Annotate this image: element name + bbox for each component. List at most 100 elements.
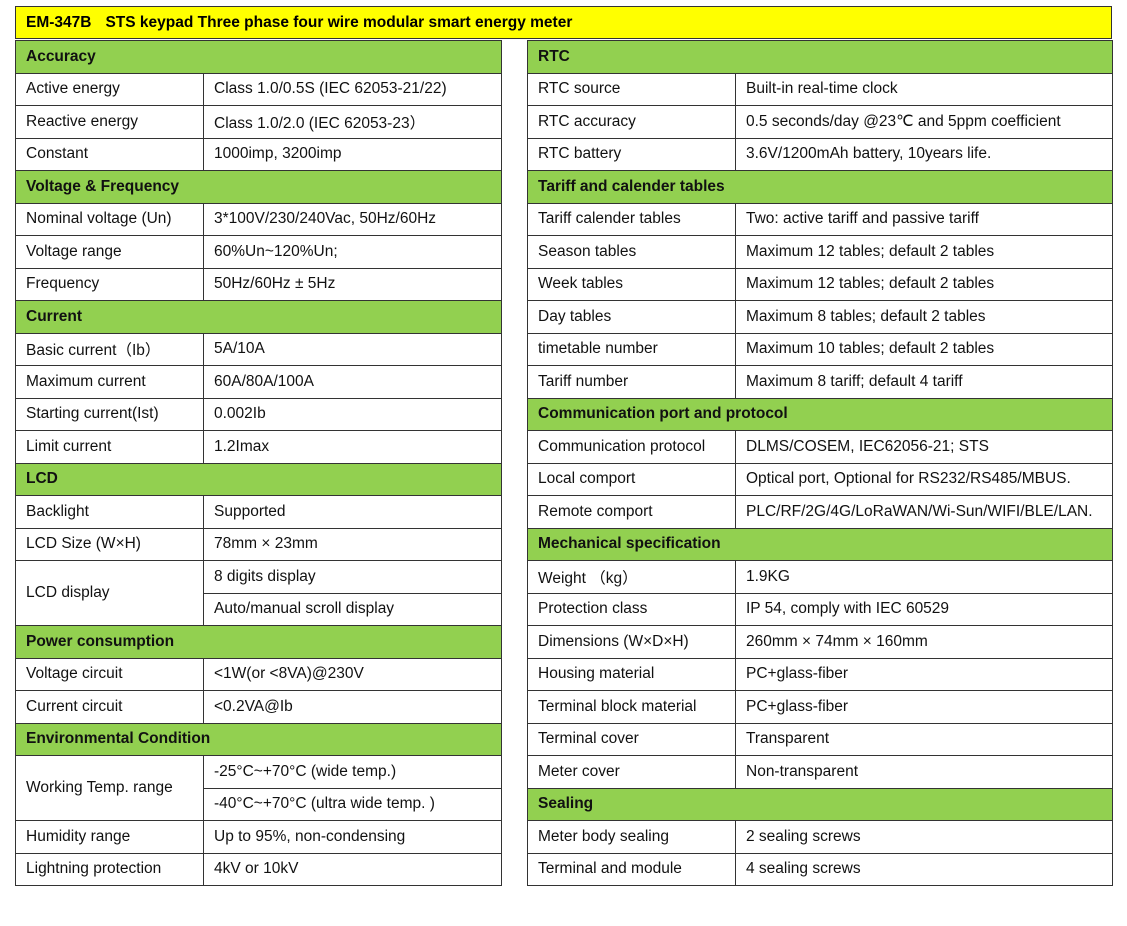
section-row: Tariff and calender tables [527,170,1113,204]
left-spec-table: Accuracy Active energy Class 1.0/0.5S (IEC… [15,40,502,886]
spec-value: PC+glass-fiber [735,690,1113,724]
spec-value: 8 digits display [203,560,502,594]
spec-value: Maximum 12 tables; default 2 tables [735,267,1113,301]
spec-value: 60A/80A/100A [203,365,502,399]
spec-row: Limit current 1.2Imax [15,430,502,464]
spec-label: Current circuit [15,690,204,724]
spec-label: LCD display [15,560,204,626]
spec-row: RTC source Built-in real-time clock [527,72,1113,106]
section-row: Communication port and protocol [527,397,1113,431]
spec-value: 1.2Imax [203,430,502,464]
section-header: Communication port and protocol [527,397,1113,431]
spec-value: Auto/manual scroll display [203,592,502,626]
spec-label: Starting current(Ist) [15,397,204,431]
spec-value: 1.9KG [735,560,1113,594]
spec-label: Constant [15,137,204,171]
spec-row: Constant 1000imp, 3200imp [15,137,502,171]
spec-label: Terminal and module [527,852,736,886]
spec-row: Dimensions (W×D×H) 260mm × 74mm × 160mm [527,625,1113,659]
spec-value: 4 sealing screws [735,852,1113,886]
spec-value: <0.2VA@Ib [203,690,502,724]
spec-value: Two: active tariff and passive tariff [735,202,1113,236]
spec-value: -25°C~+70°C (wide temp.) [203,755,502,789]
section-header: LCD [15,462,502,496]
spec-row: Meter body sealing 2 sealing screws [527,820,1113,854]
spec-value: 3*100V/230/240Vac, 50Hz/60Hz [203,202,502,236]
spec-label: LCD Size (W×H) [15,527,204,561]
spec-row: Tariff number Maximum 8 tariff; default 4… [527,365,1113,399]
spec-label: Meter cover [527,755,736,789]
spec-value: DLMS/COSEM, IEC62056-21; STS [735,430,1113,464]
spec-label: Terminal block material [527,690,736,724]
spec-label: Housing material [527,657,736,691]
spec-label: Lightning protection [15,852,204,886]
section-header: Environmental Condition [15,722,502,756]
spec-label: Weight （kg） [527,560,736,594]
spec-label: Meter body sealing [527,820,736,854]
spec-row: Local comport Optical port, Optional for … [527,462,1113,496]
spec-label: Voltage range [15,235,204,269]
spec-value: 0.002Ib [203,397,502,431]
spec-value: Class 1.0/0.5S (IEC 62053-21/22) [203,72,502,106]
spec-value: <1W(or <8VA)@230V [203,657,502,691]
spec-row: Meter cover Non-transparent [527,755,1113,789]
section-row: Accuracy [15,40,502,74]
spec-row: RTC accuracy 0.5 seconds/day @23℃ and 5pp… [527,105,1113,139]
spec-label: Tariff number [527,365,736,399]
section-row: Environmental Condition [15,722,502,756]
spec-row: Humidity range Up to 95%, non-condensing [15,820,502,854]
spec-row: Communication protocol DLMS/COSEM, IEC620… [527,430,1113,464]
spec-label: Protection class [527,592,736,626]
spec-row: LCD Size (W×H) 78mm × 23mm [15,527,502,561]
spec-label: RTC source [527,72,736,106]
spec-row: Nominal voltage (Un) 3*100V/230/240Vac, 5… [15,202,502,236]
spec-value: -40°C~+70°C (ultra wide temp. ) [203,787,502,821]
spec-value: Non-transparent [735,755,1113,789]
spec-row: Active energy Class 1.0/0.5S (IEC 62053-2… [15,72,502,106]
spec-label: Day tables [527,300,736,334]
spec-label: Week tables [527,267,736,301]
spec-label: Working Temp. range [15,755,204,821]
spec-value: PC+glass-fiber [735,657,1113,691]
section-header: Tariff and calender tables [527,170,1113,204]
section-header: Voltage & Frequency [15,170,502,204]
spec-value: 50Hz/60Hz ± 5Hz [203,267,502,301]
spec-label: Humidity range [15,820,204,854]
spec-row: Protection class IP 54, comply with IEC 6… [527,592,1113,626]
spec-value: Up to 95%, non-condensing [203,820,502,854]
spec-row: Remote comport PLC/RF/2G/4G/LoRaWAN/Wi-Su… [527,495,1113,529]
spec-label: Tariff calender tables [527,202,736,236]
spec-value: 4kV or 10kV [203,852,502,886]
spec-row: Working Temp. range -25°C~+70°C (wide tem… [15,755,502,821]
spec-label: Limit current [15,430,204,464]
spec-title-bar: EM-347B STS keypad Three phase four wire … [15,6,1112,39]
spec-row: Terminal block material PC+glass-fiber [527,690,1113,724]
spec-value: 78mm × 23mm [203,527,502,561]
spec-value: Maximum 8 tariff; default 4 tariff [735,365,1113,399]
spec-row: Frequency 50Hz/60Hz ± 5Hz [15,267,502,301]
section-row: Power consumption [15,625,502,659]
spec-row: Terminal and module 4 sealing screws [527,852,1113,886]
spec-label: RTC battery [527,137,736,171]
section-row: Voltage & Frequency [15,170,502,204]
spec-label: Backlight [15,495,204,529]
spec-label: Voltage circuit [15,657,204,691]
spec-value: IP 54, comply with IEC 60529 [735,592,1113,626]
section-header: Power consumption [15,625,502,659]
spec-value: Built-in real-time clock [735,72,1113,106]
section-row: Mechanical specification [527,527,1113,561]
spec-label: Communication protocol [527,430,736,464]
section-row: LCD [15,462,502,496]
spec-value: 2 sealing screws [735,820,1113,854]
section-header: RTC [527,40,1113,74]
spec-row: Voltage circuit <1W(or <8VA)@230V [15,657,502,691]
section-row: RTC [527,40,1113,74]
section-header: Accuracy [15,40,502,74]
spec-value: Optical port, Optional for RS232/RS485/M… [735,462,1113,496]
spec-label: Maximum current [15,365,204,399]
spec-value: Supported [203,495,502,529]
spec-row: Current circuit <0.2VA@Ib [15,690,502,724]
spec-value: Transparent [735,722,1113,756]
spec-value: Maximum 8 tables; default 2 tables [735,300,1113,334]
spec-label: Reactive energy [15,105,204,139]
